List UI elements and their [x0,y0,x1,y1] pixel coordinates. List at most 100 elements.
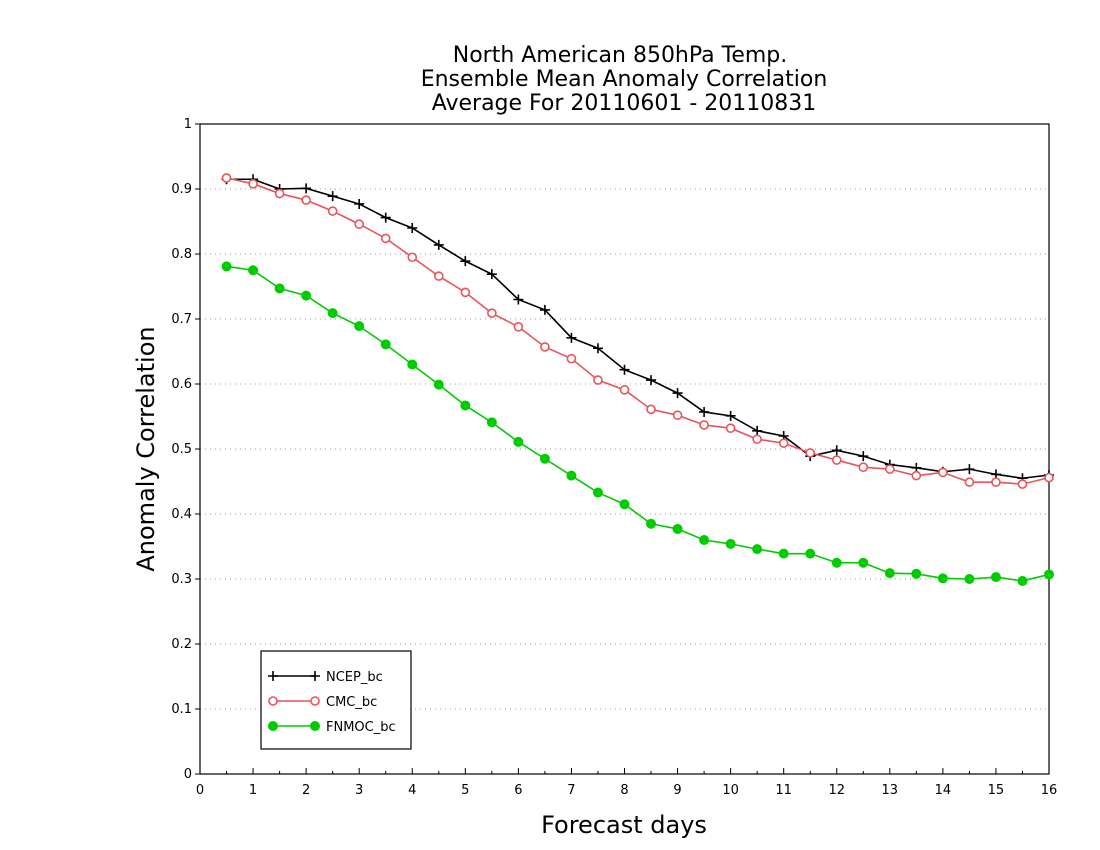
x-tick-label: 1 [249,783,257,798]
data-point [301,183,312,194]
data-point [407,252,418,263]
data-point [725,538,736,549]
x-tick-label: 10 [722,783,739,798]
x-tick-label: 7 [567,783,575,798]
data-point [619,499,630,510]
data-point [672,523,683,534]
chart-title: North American 850hPa Temp. Ensemble Mea… [421,43,828,116]
data-point [592,487,603,498]
y-tick-label: 0.2 [171,637,192,652]
legend-label: FNMOC_bc [326,720,396,735]
data-point [268,671,278,681]
data-point [1044,569,1054,580]
x-tick-label: 4 [408,783,416,798]
x-axis-ticks: 0 1 2 3 4 5 6 7 8 9 10 11 12 13 14 15 16 [196,768,1057,798]
data-point [858,451,869,462]
x-tick-label: 2 [302,783,310,798]
data-point [407,359,418,370]
data-point [301,290,312,301]
legend-label: NCEP_bc [326,670,383,685]
x-tick-label: 5 [461,783,469,798]
chart-title-line-1: North American 850hPa Temp. [453,43,788,68]
x-tick-label: 9 [673,783,681,798]
data-point [964,464,975,475]
x-tick-label: 12 [828,783,845,798]
data-point [1044,472,1054,483]
data-point [911,568,922,579]
data-point [274,188,285,199]
y-tick-label: 0.4 [171,507,192,522]
data-point [752,544,763,555]
data-point [778,548,789,559]
data-point [433,239,444,250]
data-point [831,557,842,568]
data-point [805,448,816,458]
data-point [460,256,471,267]
data-point [964,574,975,584]
data-point [831,445,842,456]
data-point [884,568,895,579]
data-point [301,195,311,205]
y-tick-label: 0.1 [171,702,192,717]
data-point [752,434,762,445]
legend-label: CMC_bc [326,695,377,710]
data-point [380,212,391,223]
data-point [619,385,630,395]
series-line [226,177,1050,485]
y-tick-label: 0.3 [171,572,192,587]
data-point [221,173,232,183]
data-point [310,696,320,706]
data-point [752,425,763,436]
series-fnmoc-bc [221,261,1054,586]
data-point [354,321,365,332]
series-line [226,178,1050,480]
data-point [725,423,736,434]
data-point [268,696,278,706]
data-point [1017,479,1028,489]
data-point [274,283,285,294]
data-point [460,287,471,298]
y-tick-label: 0.5 [171,442,192,457]
y-axis-ticks: 0 0.1 0.2 0.3 0.4 0.5 0.6 0.7 0.8 0.9 1 [171,117,200,782]
data-point [619,364,630,375]
x-tick-label: 0 [196,783,204,798]
series-ncep-bc [221,174,1054,484]
data-point [221,261,232,272]
data-point [486,269,497,280]
series-lines [221,173,1054,586]
y-axis-label: Anomaly Correlation [132,326,160,571]
chart-title-line-2: Ensemble Mean Anomaly Correlation [421,67,828,92]
chart-title-line-3: Average For 20110601 - 20110831 [432,91,817,116]
data-point [380,233,391,244]
data-point [858,462,869,473]
data-point [778,438,789,448]
data-point [513,436,524,447]
series-cmc-bc [221,173,1054,489]
data-point [539,304,550,315]
y-tick-label: 1 [184,117,192,132]
data-point [327,308,338,319]
data-point [699,406,710,417]
data-point [487,308,497,318]
y-tick-label: 0.9 [171,182,192,197]
data-point [460,400,471,411]
data-point [831,455,842,465]
legend-box [260,650,412,750]
data-point [310,671,320,681]
data-point [380,339,391,350]
data-point [354,198,365,209]
data-point [593,375,603,385]
x-axis-label: Forecast days [541,811,707,839]
data-point [991,477,1001,487]
data-point [938,467,948,478]
data-point [672,410,683,421]
y-tick-label: 0.8 [171,247,192,262]
data-point [539,453,550,464]
data-point [858,557,869,568]
data-point [646,375,657,386]
data-point [911,470,922,481]
data-point [964,477,975,487]
y-tick-label: 0.6 [171,377,192,392]
legend-item: NCEP_bc [268,670,383,685]
